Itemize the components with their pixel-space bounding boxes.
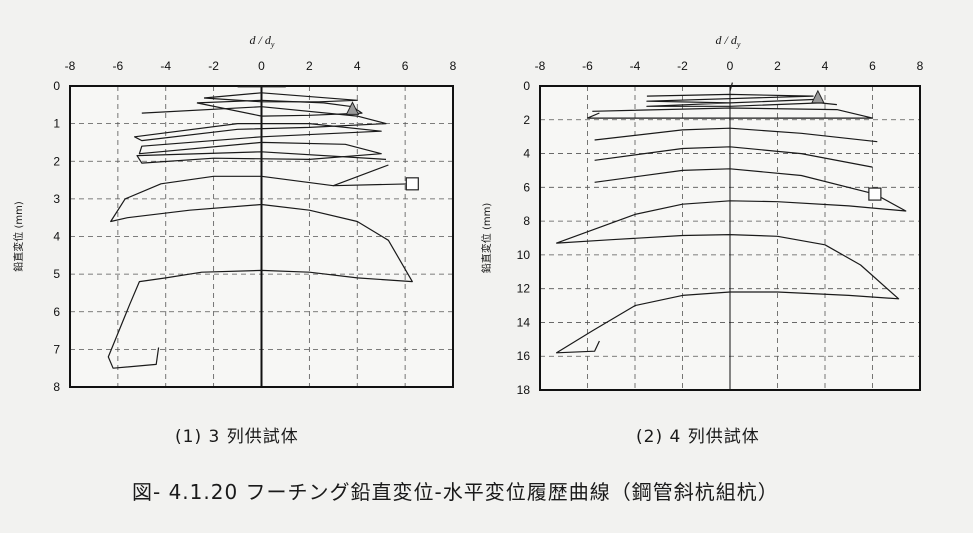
x-axis-label: d / dy: [250, 33, 275, 49]
x-tick-label: -2: [208, 59, 219, 73]
x-axis-label: d / dy: [716, 33, 741, 49]
x-tick-label: 0: [727, 59, 734, 73]
caption-right-chart: (2) 4 列供試体: [636, 427, 760, 447]
chart-1: -8 -6 -4 -2 0 2 4 6 8 0 1 2 3 4 5 6 7 8 d / dy 鉛直変位 (mm): [12, 33, 457, 394]
marker-square: [868, 187, 882, 201]
y-tick-label: 4: [523, 147, 530, 161]
figure-title: 図- 4.1.20 フーチング鉛直変位-水平変位履歴曲線（鋼管斜杭組杭）: [132, 480, 779, 504]
x-tick-label: -6: [113, 59, 124, 73]
series-line: [556, 193, 907, 354]
x-tick-label: -4: [630, 59, 641, 73]
y-tick-label: 2: [523, 113, 530, 127]
y-tick-label: 18: [517, 383, 531, 397]
y-axis-label: 鉛直変位 (mm): [480, 203, 493, 274]
series-line: [107, 164, 413, 369]
x-tick-label: 6: [402, 59, 409, 73]
x-tick-label: -8: [65, 59, 76, 73]
y-tick-label: 0: [53, 79, 60, 93]
series-line: [594, 146, 873, 168]
x-tick-label: -8: [535, 59, 546, 73]
x-tick-label: 8: [450, 59, 457, 73]
series-line: [594, 168, 876, 195]
marker-square: [405, 177, 419, 191]
y-tick-label: 12: [517, 282, 531, 296]
x-tick-label: 2: [774, 59, 781, 73]
series-line: [134, 106, 387, 164]
marker-triangle: [345, 101, 360, 115]
x-tick-label: -2: [677, 59, 688, 73]
y-tick-label: 6: [53, 305, 60, 319]
y-tick-label: 6: [523, 180, 530, 194]
y-tick-label: 10: [517, 248, 531, 262]
series-line: [729, 82, 733, 92]
y-tick-label: 2: [53, 154, 60, 168]
chart-2: -8 -6 -4 -2 0 2 4 6 8 0 2 4 6 8 10 12 14 16 18 d / dy 鉛直変位 (…: [480, 33, 924, 397]
marker-triangle: [811, 89, 825, 104]
y-tick-label: 4: [53, 230, 60, 244]
x-tick-label: 0: [258, 59, 265, 73]
y-tick-label: 7: [53, 342, 60, 356]
y-tick-label: 8: [523, 214, 530, 228]
y-tick-label: 16: [517, 349, 531, 363]
series-line: [196, 99, 363, 117]
y-tick-label: 0: [523, 79, 530, 93]
caption-left-chart: (1) 3 列供試体: [175, 427, 299, 447]
x-tick-label: 4: [354, 59, 361, 73]
x-tick-label: 6: [869, 59, 876, 73]
y-tick-label: 5: [53, 267, 60, 281]
series-line: [586, 107, 874, 119]
y-tick-label: 8: [53, 380, 60, 394]
x-tick-label: -4: [160, 59, 171, 73]
y-tick-label: 14: [517, 315, 531, 329]
series-line: [203, 92, 358, 103]
x-tick-label: 2: [306, 59, 313, 73]
x-tick-label: -6: [582, 59, 593, 73]
plot-frame: [539, 85, 921, 391]
y-axis-label: 鉛直変位 (mm): [12, 201, 25, 272]
series-line: [333, 183, 413, 187]
series-line: [237, 85, 286, 88]
x-tick-label: 8: [917, 59, 924, 73]
y-tick-label: 3: [53, 192, 60, 206]
y-tick-label: 1: [53, 117, 60, 131]
series-line: [594, 127, 878, 143]
series-line: [646, 93, 837, 107]
x-tick-label: 4: [822, 59, 829, 73]
